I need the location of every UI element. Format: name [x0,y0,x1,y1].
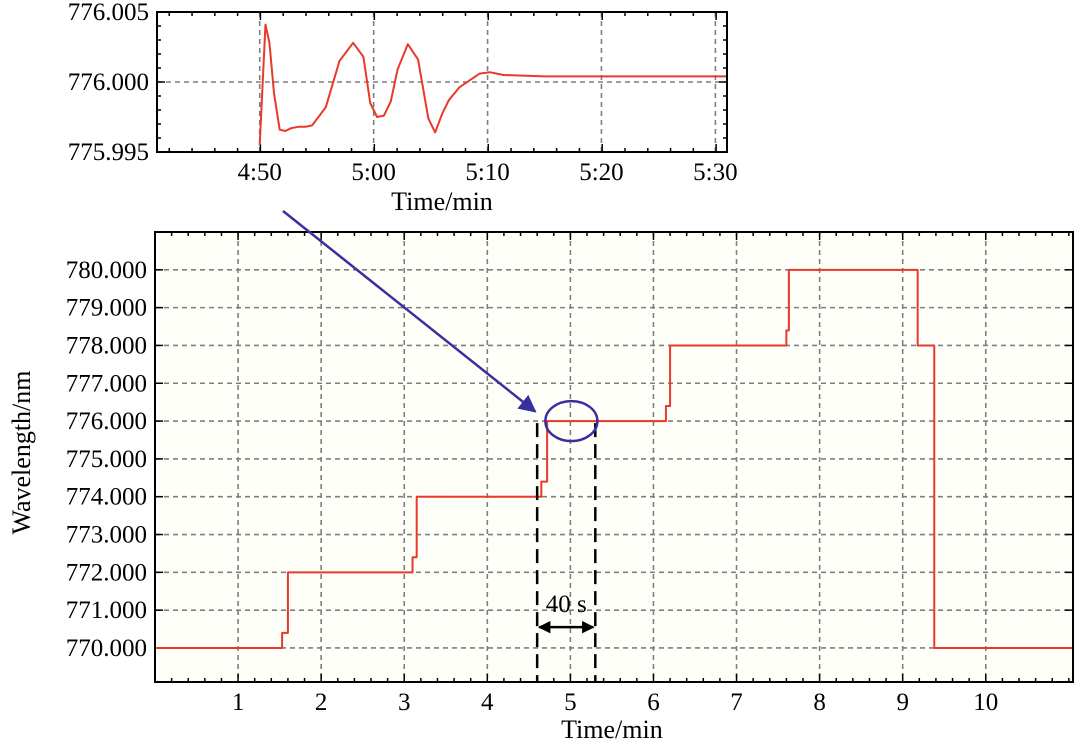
inset-x-tick-label: 5:00 [351,159,395,186]
inset-x-tick-labels: 4:50 5:00 5:10 5:20 5:30 [237,159,737,186]
main-frame [154,231,1074,683]
main-plot-background [155,232,1073,682]
main-chart: 40 s 1 2 3 4 5 6 7 8 9 10 770.000771.000772.00077… [7,231,1074,744]
main-y-tick-label: 772.000 [66,559,147,586]
main-y-tick-label: 776.000 [66,408,147,435]
main-x-tick-labels: 1 2 3 4 5 6 7 8 9 10 [232,689,998,716]
main-x-axis-title: Time/min [561,715,663,744]
inset-x-tick-label: 4:50 [237,159,281,186]
main-x-tick-label: 4 [481,689,494,716]
main-x-tick-label: 5 [564,689,577,716]
inset-y-tick-label: 776.005 [68,0,149,26]
interval-label: 40 s [546,591,587,618]
main-x-tick-label: 1 [232,689,245,716]
highlight-ellipse [544,399,599,443]
main-y-tick-labels: 770.000 771.000 772.000 773.000 774.000 775.0… [66,257,147,662]
inset-series-line [258,23,727,146]
inset-y-tick-labels: 776.005 776.000 775.995 [68,0,149,166]
inset-x-tick-label: 5:10 [465,159,509,186]
main-y-tick-label: 778.000 [66,332,147,359]
main-x-tick-label: 3 [398,689,411,716]
inset-frame [156,11,728,153]
main-x-tick-label: 2 [315,689,328,716]
interval-annotation: 40 s [535,399,599,682]
main-y-tick-label: 773.000 [66,522,147,549]
main-y-tick-label: 775.000 [66,446,147,473]
main-y-tick-label: 771.000 [66,597,147,624]
inset-x-tick-label: 5:20 [579,159,623,186]
main-y-tick-label: 779.000 [66,295,147,322]
main-x-tick-label: 10 [973,689,998,716]
inset-y-tick-label: 775.995 [68,139,149,166]
main-y-tick-label: 777.000 [66,370,147,397]
main-x-tick-label: 9 [896,689,909,716]
main-y-tick-label: 780.000 [66,257,147,284]
main-y-tick-label: 774.000 [66,484,147,511]
main-y-tick-label: 770.000 [66,635,147,662]
main-x-tick-label: 6 [647,689,660,716]
main-y-axis-title: Wavelength/nm [7,371,36,535]
main-x-tick-label: 7 [730,689,743,716]
inset-x-axis-title: Time/min [391,187,493,216]
inset-y-tick-label: 776.000 [68,69,149,96]
main-x-tick-label: 8 [813,689,826,716]
inset-x-tick-label: 5:30 [693,159,737,186]
inset-chart: 4:50 5:00 5:10 5:20 5:30 776.005 776.000 775.9… [68,0,738,216]
main-series-line [155,268,1073,649]
zoom-arrow [282,210,537,413]
